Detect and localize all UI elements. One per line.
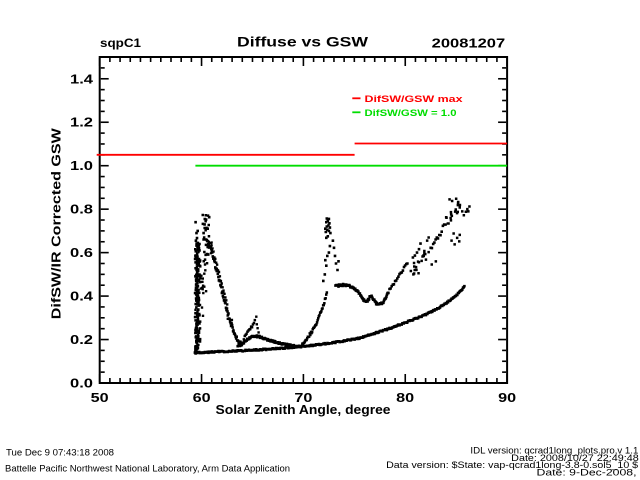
svg-text:0.8: 0.8 — [70, 202, 93, 217]
svg-text:60: 60 — [193, 390, 211, 405]
svg-text:Diffuse vs GSW: Diffuse vs GSW — [237, 34, 369, 50]
svg-text:sqpC1: sqpC1 — [100, 36, 141, 50]
svg-text:Battelle Pacific Northwest Nat: Battelle Pacific Northwest National Labo… — [5, 464, 290, 474]
svg-text:50: 50 — [91, 390, 109, 405]
svg-text:DifSW/IR Corrected GSW: DifSW/IR Corrected GSW — [49, 127, 64, 319]
svg-text:0.2: 0.2 — [70, 332, 93, 347]
svg-text:20081207: 20081207 — [432, 36, 506, 51]
svg-text:DifSW/GSW = 1.0: DifSW/GSW = 1.0 — [365, 108, 457, 118]
svg-text:1.2: 1.2 — [70, 115, 93, 130]
svg-text:0.6: 0.6 — [70, 245, 93, 260]
svg-text:70: 70 — [294, 390, 312, 405]
svg-text:90: 90 — [498, 390, 516, 405]
svg-text:0.4: 0.4 — [70, 289, 94, 304]
svg-text:Data version: $State: vap-qcra: Data version: $State: vap-qcrad1long-3.8… — [386, 460, 638, 470]
svg-text:Date: 9-Dec-2008,: Date: 9-Dec-2008, — [537, 468, 637, 478]
svg-text:80: 80 — [396, 390, 414, 405]
svg-text:0.0: 0.0 — [70, 376, 93, 391]
svg-text:1.4: 1.4 — [70, 71, 94, 86]
svg-text:IDL version: qcrad1long_plots.: IDL version: qcrad1long_plots.pro,v 1.1 — [470, 445, 638, 455]
svg-text:DifSW/GSW max: DifSW/GSW max — [365, 94, 463, 104]
svg-text:Solar Zenith Angle, degree: Solar Zenith Angle, degree — [216, 402, 391, 417]
svg-text:1.0: 1.0 — [70, 158, 93, 173]
svg-text:Tue Dec 9 07:43:18 2008: Tue Dec 9 07:43:18 2008 — [6, 448, 114, 458]
svg-text:Date: 2008/10/27 22:49:48: Date: 2008/10/27 22:49:48 — [511, 453, 639, 463]
